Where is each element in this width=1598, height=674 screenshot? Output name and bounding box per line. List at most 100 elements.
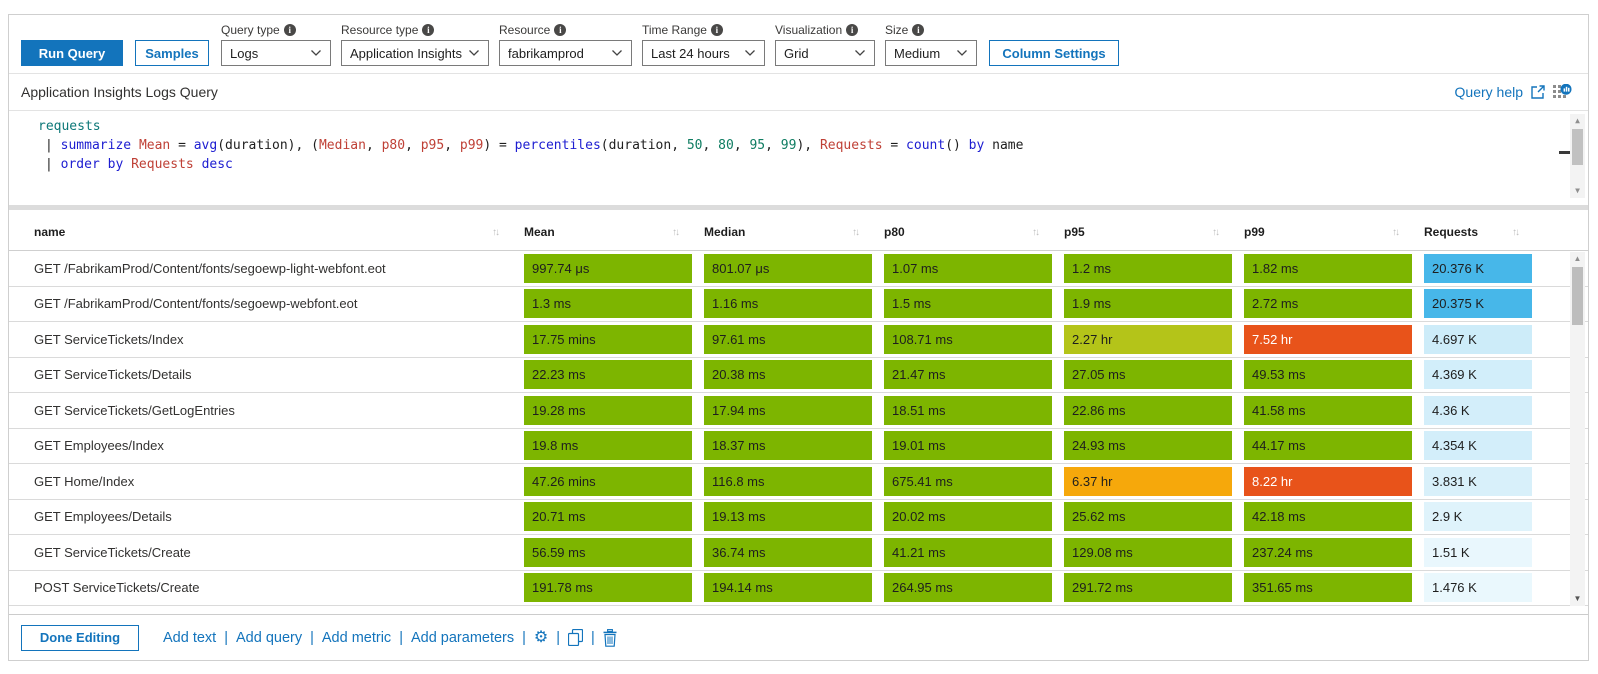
samples-button[interactable]: Samples (135, 40, 209, 66)
query-type-label: Query type i (221, 23, 331, 37)
column-settings-button[interactable]: Column Settings (989, 40, 1119, 66)
separator: | (310, 629, 314, 646)
editor-grid-splitter[interactable] (9, 205, 1588, 210)
time-range-dropdown[interactable]: Last 24 hours (642, 40, 765, 66)
add-query-link[interactable]: Add query (235, 629, 303, 646)
value-cell: 27.05 ms (1064, 360, 1232, 390)
value-cell: 4.354 K (1424, 431, 1532, 461)
table-row[interactable]: POST ServiceTickets/Create 191.78 ms 194.1… (9, 571, 1588, 606)
resource-type-dropdown[interactable]: Application Insights (341, 40, 489, 66)
value-cell: 129.08 ms (1064, 537, 1232, 567)
grid-scrollbar-thumb[interactable] (1572, 267, 1583, 325)
query-editor[interactable]: requests | summarize Mean = avg(duration)… (9, 110, 1588, 201)
value-cell: 22.86 ms (1064, 395, 1232, 425)
dropdown-group: Query type i Logs Resource type i Application… (221, 23, 977, 66)
value-cell: 2.27 hr (1064, 324, 1232, 354)
column-header-mean[interactable]: Mean ↑↓ (524, 225, 680, 239)
trash-icon[interactable] (603, 628, 617, 647)
cell-name: GET ServiceTickets/Create (34, 544, 191, 560)
cell-name: GET /FabrikamProd/Content/fonts/segoewp-… (34, 260, 386, 276)
value-cell: 41.21 ms (884, 537, 1052, 567)
add-parameters-link[interactable]: Add parameters (410, 629, 515, 646)
sort-icon[interactable]: ↑↓ (1512, 226, 1520, 238)
scroll-up-icon[interactable]: ▲ (1575, 116, 1580, 125)
value-cell: 6.37 hr (1064, 466, 1232, 496)
table-row[interactable]: GET ServiceTickets/Create 56.59 ms 36.74 m… (9, 535, 1588, 571)
scroll-down-icon[interactable]: ▼ (1573, 594, 1582, 603)
sort-icon[interactable]: ↑↓ (672, 226, 680, 238)
resource-dropdown[interactable]: fabrikamprod (499, 40, 632, 66)
value-cell: 44.17 ms (1244, 431, 1412, 461)
resource-label: Resource i (499, 23, 632, 37)
run-query-button[interactable]: Run Query (21, 40, 123, 66)
time-range-label: Time Range i (642, 23, 765, 37)
scroll-up-icon[interactable]: ▲ (1573, 254, 1582, 263)
column-header-name[interactable]: name ↑↓ (34, 225, 500, 239)
done-editing-button[interactable]: Done Editing (21, 624, 139, 651)
value-cell: 18.37 ms (704, 431, 872, 461)
value-cell: 17.75 mins (524, 324, 692, 354)
sort-icon[interactable]: ↑↓ (1212, 226, 1220, 238)
table-row[interactable]: GET ServiceTickets/Index 17.75 mins 97.61 … (9, 322, 1588, 358)
external-link-icon[interactable] (1531, 85, 1545, 99)
value-cell: 42.18 ms (1244, 502, 1412, 532)
value-cell: 1.82 ms (1244, 253, 1412, 283)
table-row[interactable]: GET ServiceTickets/GetLogEntries 19.28 ms… (9, 393, 1588, 429)
chevron-down-icon (855, 50, 865, 56)
value-cell: 19.8 ms (524, 431, 692, 461)
copy-icon[interactable] (568, 629, 584, 646)
page-title: Application Insights Logs Query (21, 84, 218, 100)
chevron-down-icon (469, 50, 479, 56)
scroll-down-icon[interactable]: ▼ (1575, 186, 1580, 195)
value-cell: 41.58 ms (1244, 395, 1412, 425)
column-header-p95[interactable]: p95 ↑↓ (1064, 225, 1220, 239)
query-help-link[interactable]: Query help (1454, 84, 1523, 100)
value-cell: 291.72 ms (1064, 573, 1232, 603)
add-text-link[interactable]: Add text (163, 629, 217, 646)
editor-scrollbar[interactable]: ▲ ▼ (1570, 114, 1585, 198)
sort-icon[interactable]: ↑↓ (1392, 226, 1400, 238)
value-cell: 19.28 ms (524, 395, 692, 425)
value-cell: 237.24 ms (1244, 537, 1412, 567)
column-header-p80[interactable]: p80 ↑↓ (884, 225, 1040, 239)
column-header-requests[interactable]: Requests ↑↓ (1424, 225, 1520, 239)
size-dropdown[interactable]: Medium (885, 40, 977, 66)
value-cell: 97.61 ms (704, 324, 872, 354)
query-type-dropdown[interactable]: Logs (221, 40, 331, 66)
value-cell: 24.93 ms (1064, 431, 1232, 461)
value-cell: 7.52 hr (1244, 324, 1412, 354)
sort-icon[interactable]: ↑↓ (492, 226, 500, 238)
value-cell: 997.74 μs (524, 253, 692, 283)
add-metric-link[interactable]: Add metric (321, 629, 392, 646)
toolbar: Run Query Samples Query type i Logs Resourc… (9, 15, 1588, 73)
query-code[interactable]: requests | summarize Mean = avg(duration)… (38, 119, 1024, 172)
sort-icon[interactable]: ↑↓ (852, 226, 860, 238)
info-icon: i (912, 24, 925, 36)
value-cell: 194.14 ms (704, 573, 872, 603)
value-cell: 20.376 K (1424, 253, 1532, 283)
table-row[interactable]: GET ServiceTickets/Details 22.23 ms 20.38 … (9, 358, 1588, 393)
chevron-down-icon (612, 50, 622, 56)
value-cell: 21.47 ms (884, 360, 1052, 390)
value-cell: 116.8 ms (704, 466, 872, 496)
grid-scrollbar[interactable]: ▲ ▼ (1570, 252, 1585, 606)
editor-scrollbar-thumb[interactable] (1572, 129, 1583, 165)
grid-rows: GET /FabrikamProd/Content/fonts/segoewp-… (9, 251, 1588, 606)
table-row[interactable]: GET Employees/Index 19.8 ms 18.37 ms 19.01 … (9, 429, 1588, 464)
visualization-dropdown[interactable]: Grid (775, 40, 875, 66)
footer-toolbar: Done Editing Add text | Add query | Add metr… (9, 614, 1588, 660)
info-icon: i (554, 24, 567, 36)
column-header-median[interactable]: Median ↑↓ (704, 225, 860, 239)
table-row[interactable]: GET Employees/Details 20.71 ms 19.13 ms 20.… (9, 500, 1588, 535)
table-row[interactable]: GET /FabrikamProd/Content/fonts/segoewp-… (9, 287, 1588, 322)
settings-gear-icon[interactable]: ⚙ (533, 628, 549, 646)
sort-icon[interactable]: ↑↓ (1032, 226, 1040, 238)
log-analytics-icon[interactable] (1553, 84, 1572, 100)
table-row[interactable]: GET Home/Index 47.26 mins 116.8 ms 675.41 m… (9, 464, 1588, 500)
table-row[interactable]: GET /FabrikamProd/Content/fonts/segoewp-… (9, 251, 1588, 287)
value-cell: 18.51 ms (884, 395, 1052, 425)
value-cell: 36.74 ms (704, 537, 872, 567)
results-grid: name ↑↓ Mean ↑↓ Median ↑↓ p80 ↑↓ p95 ↑↓ p99 ↑↓ Reque… (9, 214, 1588, 606)
column-header-p99[interactable]: p99 ↑↓ (1244, 225, 1400, 239)
size-label: Size i (885, 23, 977, 37)
